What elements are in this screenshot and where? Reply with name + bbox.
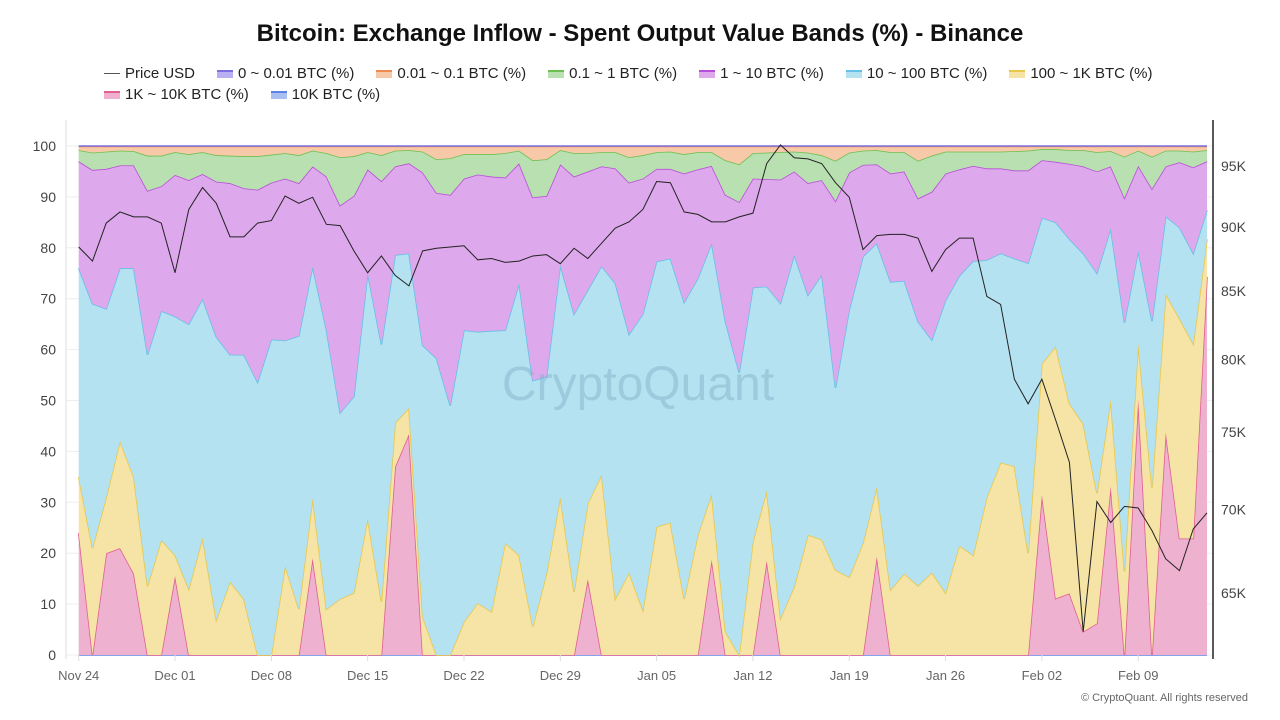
y-left-tick-label: 30 [40, 494, 56, 510]
legend-item-0-0-01-btc[interactable]: 0 ~ 0.01 BTC (%) [217, 65, 354, 82]
legend-item-100-1k-btc[interactable]: 100 ~ 1K BTC (%) [1009, 65, 1152, 82]
legend-item-1-10-btc[interactable]: 1 ~ 10 BTC (%) [699, 65, 824, 82]
area-0-1-1-btc [78, 149, 1208, 206]
legend-label: 1K ~ 10K BTC (%) [125, 86, 249, 103]
y-right-tick-label: 70K [1221, 502, 1247, 518]
legend-item-price-usd[interactable]: Price USD [104, 65, 195, 82]
y-left-tick-label: 0 [48, 647, 56, 663]
legend-item-0-1-1-btc[interactable]: 0.1 ~ 1 BTC (%) [548, 65, 677, 82]
x-tick-label: Nov 24 [58, 668, 99, 683]
y-left-tick-label: 80 [40, 240, 56, 256]
y-left-tick-label: 50 [40, 393, 56, 409]
y-left-tick-label: 70 [40, 291, 56, 307]
y-right-tick-label: 65K [1221, 585, 1247, 601]
legend-label: 0.1 ~ 1 BTC (%) [569, 65, 678, 82]
legend-item-10k-btc[interactable]: 10K BTC (%) [270, 86, 381, 103]
x-tick-label: Feb 09 [1118, 668, 1158, 683]
x-tick-label: Dec 15 [347, 668, 388, 683]
y-left-tick-label: 40 [40, 443, 56, 459]
legend-label: 0.01 ~ 0.1 BTC (%) [397, 65, 527, 82]
chart-title: Bitcoin: Exchange Inflow - Spent Output … [256, 20, 1024, 47]
area-100-1k-btc [78, 239, 1208, 655]
y-right-tick-label: 90K [1221, 219, 1247, 235]
legend-swatch [270, 90, 287, 99]
y-right-tick-label: 80K [1221, 351, 1247, 367]
legend-swatch [376, 69, 393, 78]
y-right-tick-label: 75K [1221, 424, 1247, 440]
legend: Price USD 0 ~ 0.01 BTC (%) 0.01 ~ 0.1 BTC … [104, 63, 1204, 105]
legend-swatch [104, 90, 120, 99]
legend-swatch [1009, 69, 1026, 78]
legend-swatch [845, 69, 862, 78]
area-10-100-btc [78, 210, 1208, 655]
x-tick-label: Feb 02 [1022, 668, 1062, 683]
area-1-10-btc [78, 160, 1208, 413]
x-tick-label: Jan 05 [637, 668, 676, 683]
legend-label: 10K BTC (%) [291, 86, 381, 103]
x-tick-label: Dec 01 [154, 668, 195, 683]
legend-label: 0 ~ 0.01 BTC (%) [238, 65, 355, 82]
legend-label: 1 ~ 10 BTC (%) [720, 65, 824, 82]
y-left-tick-label: 20 [40, 545, 56, 561]
legend-swatch [548, 69, 565, 78]
y-left-tick-label: 60 [40, 342, 56, 358]
legend-label: 10 ~ 100 BTC (%) [866, 65, 988, 82]
y-left-tick-label: 10 [40, 596, 56, 612]
x-tick-label: Dec 22 [443, 668, 484, 683]
y-left-tick-label: 100 [33, 138, 57, 154]
x-tick-label: Dec 08 [251, 668, 292, 683]
legend-item-1k-10k-btc[interactable]: 1K ~ 10K BTC (%) [104, 86, 249, 103]
x-tick-label: Jan 19 [830, 668, 869, 683]
legend-swatch [104, 73, 120, 74]
x-tick-label: Jan 26 [926, 668, 965, 683]
legend-item-10-100-btc[interactable]: 10 ~ 100 BTC (%) [845, 65, 988, 82]
legend-label: 100 ~ 1K BTC (%) [1030, 65, 1153, 82]
legend-item-0-01-0-1-btc[interactable]: 0.01 ~ 0.1 BTC (%) [376, 65, 526, 82]
x-tick-label: Jan 12 [733, 668, 772, 683]
legend-swatch [699, 69, 716, 78]
watermark: CryptoQuant [502, 358, 774, 411]
x-tick-label: Dec 29 [540, 668, 581, 683]
y-left-tick-label: 90 [40, 189, 56, 205]
y-right-tick-label: 85K [1221, 283, 1247, 299]
y-right-tick-label: 95K [1221, 158, 1247, 174]
legend-swatch [217, 69, 234, 78]
area-0-01-0-1-btc [78, 146, 1208, 165]
legend-label: Price USD [125, 65, 196, 82]
copyright: © CryptoQuant. All rights reserved [1080, 692, 1248, 704]
price-usd-line [78, 144, 1208, 632]
